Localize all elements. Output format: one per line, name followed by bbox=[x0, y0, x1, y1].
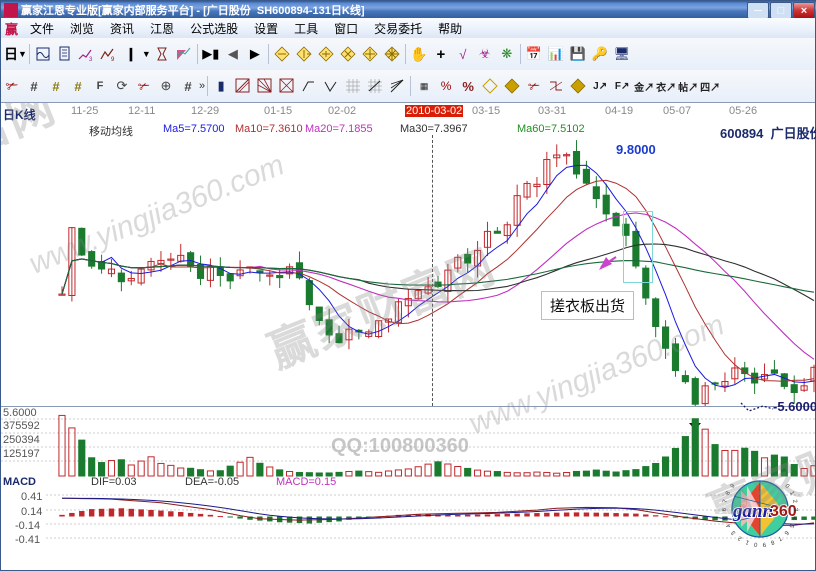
svg-text:7: 7 bbox=[776, 535, 783, 542]
svg-text:8: 8 bbox=[725, 490, 732, 496]
svg-text:6: 6 bbox=[722, 507, 728, 511]
svg-text:6: 6 bbox=[782, 529, 789, 536]
svg-text:8: 8 bbox=[769, 538, 775, 545]
svg-text:gann: gann bbox=[732, 501, 773, 522]
svg-text:3: 3 bbox=[89, 57, 93, 62]
svg-text:2: 2 bbox=[737, 534, 744, 541]
svg-text:9: 9 bbox=[762, 541, 767, 547]
svg-text:3: 3 bbox=[730, 529, 737, 536]
svg-text:1: 1 bbox=[788, 491, 795, 497]
svg-text:5: 5 bbox=[787, 523, 794, 529]
svg-text:4: 4 bbox=[790, 515, 797, 520]
svg-text:5: 5 bbox=[723, 515, 730, 520]
svg-text:1: 1 bbox=[745, 538, 751, 545]
svg-text:7: 7 bbox=[723, 498, 730, 503]
svg-text:0: 0 bbox=[783, 483, 790, 490]
svg-text:9: 9 bbox=[111, 57, 115, 62]
svg-text:9: 9 bbox=[730, 483, 737, 490]
svg-text:4: 4 bbox=[725, 522, 732, 528]
svg-text:0: 0 bbox=[753, 541, 758, 547]
